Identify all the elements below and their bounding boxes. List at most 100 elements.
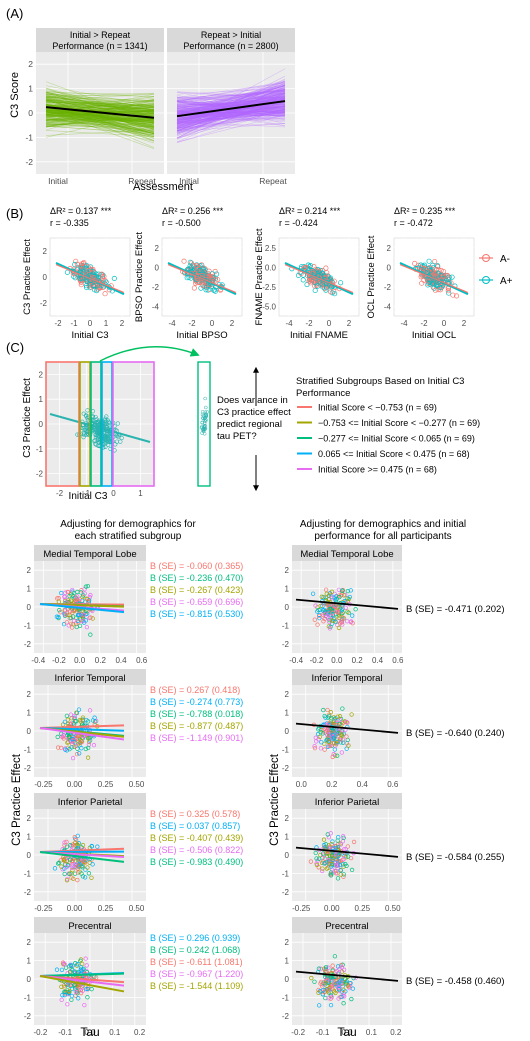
data-point: [74, 865, 79, 870]
data-point: [188, 275, 194, 281]
trajectory-line: [176, 116, 286, 122]
trajectory-line: [45, 105, 155, 133]
trajectory-line: [176, 106, 286, 127]
facet-title-line: Repeat > Initial: [201, 30, 261, 40]
trajectory-line: [176, 85, 286, 109]
trajectory-line: [45, 104, 155, 137]
trajectory-line: [176, 89, 286, 123]
data-point: [79, 968, 84, 973]
trajectory-line: [176, 86, 286, 139]
trajectory-line: [45, 114, 155, 124]
data-point: [86, 745, 91, 751]
trajectory-line: [176, 95, 286, 113]
trajectory-line: [45, 110, 155, 124]
y-tick-label: -1: [282, 621, 290, 630]
data-point: [350, 621, 355, 626]
data-point: [118, 439, 123, 444]
data-point: [335, 734, 341, 739]
data-point: [63, 746, 68, 751]
trajectory-line: [45, 111, 155, 116]
trajectory-line: [45, 96, 155, 107]
y-tick-label: 1: [285, 957, 290, 966]
trajectory-line: [45, 102, 155, 121]
trajectory-line: [45, 109, 155, 123]
legend-title-line: Performance: [296, 388, 350, 399]
trajectory-line: [45, 95, 155, 111]
data-point: [79, 985, 85, 990]
trajectory-line: [176, 89, 286, 109]
data-point: [445, 288, 451, 294]
data-point: [85, 736, 91, 741]
y-tick-label: 2: [43, 247, 48, 256]
data-point: [346, 610, 351, 615]
x-tick-label: -2: [188, 319, 196, 328]
y-tick-label: -1: [24, 993, 32, 1002]
x-tick-label: 0.1: [366, 1028, 378, 1037]
y-tick-label: -1: [24, 869, 32, 878]
data-point: [76, 612, 81, 617]
data-point: [66, 623, 71, 628]
trajectory-line: [176, 89, 286, 104]
trajectory-line: [176, 102, 286, 129]
data-point: [332, 595, 337, 600]
data-point: [326, 733, 331, 738]
data-point: [64, 620, 70, 625]
trajectory-line: [45, 104, 155, 107]
trajectory-line: [45, 100, 155, 108]
trajectory-line: [176, 121, 286, 128]
data-point: [318, 730, 323, 735]
trajectory-line: [176, 110, 286, 134]
data-point: [335, 610, 340, 615]
trajectory-line: [176, 83, 286, 116]
trajectory-line: [176, 93, 286, 98]
r-annotation: r = -0.472: [394, 218, 433, 228]
trajectory-line: [45, 104, 155, 112]
trajectory-line: [176, 110, 286, 112]
y-tick-label: -2.5: [262, 283, 276, 292]
left-title-line: Adjusting for demographics for: [60, 519, 196, 530]
trajectory-line: [45, 110, 155, 121]
legend-label: −0.277 <= Initial Score < 0.065 (n = 69): [318, 434, 475, 444]
trajectory-line: [45, 95, 155, 116]
data-point: [435, 270, 441, 276]
trajectory-line: [176, 87, 286, 128]
data-point: [317, 613, 322, 619]
delta-r2-annotation: ΔR² = 0.137 ***: [50, 206, 112, 216]
trajectory-line: [45, 107, 155, 113]
trajectory-line: [176, 92, 286, 113]
x-tick-label: 0.6: [387, 780, 399, 789]
data-point: [68, 962, 73, 968]
trajectory-line: [176, 101, 286, 107]
data-point: [306, 278, 312, 284]
data-point: [81, 620, 87, 625]
trajectory-line: [45, 115, 155, 142]
legend-label: Initial Score < −0.753 (n = 69): [318, 403, 437, 413]
regression-line: [55, 263, 125, 294]
trajectory-line: [176, 91, 286, 104]
facet-strip: [292, 793, 402, 809]
data-point: [314, 739, 319, 744]
data-point: [330, 963, 335, 968]
data-point: [341, 874, 346, 879]
trajectory-line: [176, 101, 286, 122]
trajectory-line: [45, 97, 155, 102]
x-tick-label: -0.2: [34, 1028, 48, 1037]
data-point: [82, 591, 87, 596]
y-tick-label: -1: [282, 993, 290, 1002]
trajectory-line: [45, 93, 155, 108]
x-tick-label: 0.2: [95, 656, 107, 665]
selected-band: [197, 361, 211, 487]
x-tick-label: 0.25: [98, 904, 114, 913]
trajectory-line: [45, 119, 155, 137]
trajectory-line: [45, 102, 155, 106]
data-point: [84, 963, 89, 968]
subgroup-regression-line: [39, 975, 125, 993]
data-point: [308, 262, 314, 269]
data-point: [329, 596, 334, 601]
trajectory-line: [176, 93, 286, 129]
trajectory-line: [45, 88, 155, 118]
data-point: [340, 834, 346, 839]
data-point: [94, 433, 99, 438]
data-point: [327, 626, 333, 631]
trajectory-line: [176, 99, 286, 109]
